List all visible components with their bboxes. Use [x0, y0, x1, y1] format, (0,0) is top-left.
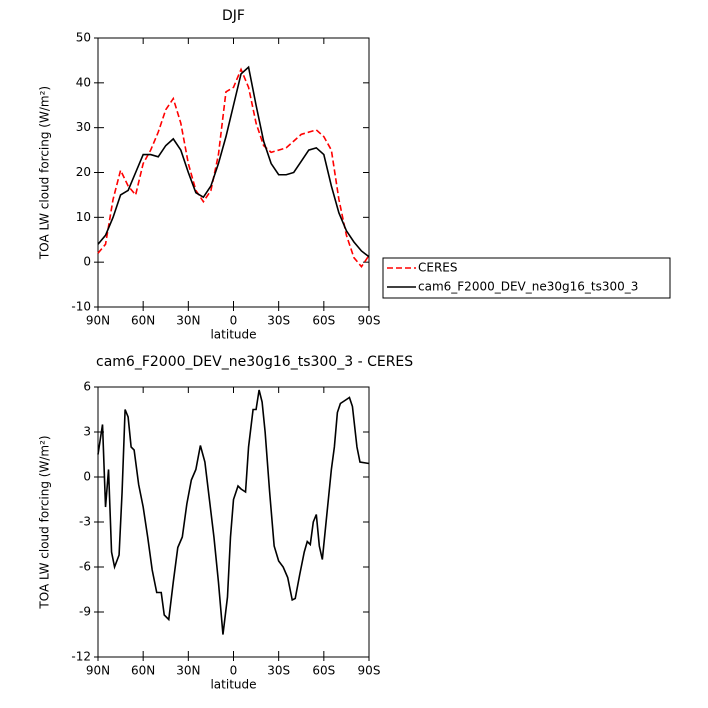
y-tick-label: 20 — [76, 165, 91, 179]
x-tick-label: 30S — [267, 314, 290, 328]
x-tick-label: 90N — [86, 664, 110, 678]
y-tick-label: 30 — [76, 120, 91, 134]
x-tick-label: 30N — [176, 664, 200, 678]
line-series — [97, 65, 370, 258]
legend-label: CERES — [418, 261, 458, 275]
x-tick-label: 30N — [176, 314, 200, 328]
x-tick-label: 60N — [131, 314, 155, 328]
y-tick-label: -10 — [71, 300, 91, 314]
x-tick-label: 0 — [230, 314, 238, 328]
y-tick-label: 0 — [83, 470, 91, 484]
x-tick-label: 90S — [358, 664, 381, 678]
x-tick-label: 90S — [358, 314, 381, 328]
plot-frame — [97, 386, 370, 658]
x-tick-label: 60S — [312, 664, 335, 678]
chart-title: DJF — [222, 8, 245, 24]
legend-box — [382, 257, 671, 299]
chart-title: cam6_F2000_DEV_ne30g16_ts300_3 - CERES — [96, 354, 413, 370]
y-tick-label: 10 — [76, 210, 91, 224]
x-tick-label: 30S — [267, 664, 290, 678]
y-tick-label: 6 — [83, 380, 91, 394]
x-tick-label: 0 — [230, 664, 238, 678]
line-series — [97, 67, 370, 268]
x-tick-label: 90N — [86, 314, 110, 328]
y-tick-label: 50 — [76, 31, 91, 45]
y-tick-label: -12 — [71, 650, 91, 664]
y-axis-label: TOA LW cloud forcing (W/m²) — [38, 435, 52, 609]
x-axis-label: latitude — [210, 678, 256, 692]
line-series — [97, 389, 370, 635]
y-tick-label: -3 — [79, 515, 91, 529]
x-axis-label: latitude — [210, 328, 256, 342]
legend-label: cam6_F2000_DEV_ne30g16_ts300_3 — [418, 280, 638, 294]
y-tick-label: 3 — [83, 425, 91, 439]
y-axis-label: TOA LW cloud forcing (W/m²) — [38, 86, 52, 260]
x-tick-label: 60S — [312, 314, 335, 328]
y-tick-label: 0 — [83, 255, 91, 269]
y-tick-label: 40 — [76, 75, 91, 89]
x-tick-label: 60N — [131, 664, 155, 678]
y-tick-label: -9 — [79, 605, 91, 619]
y-tick-label: -6 — [79, 560, 91, 574]
